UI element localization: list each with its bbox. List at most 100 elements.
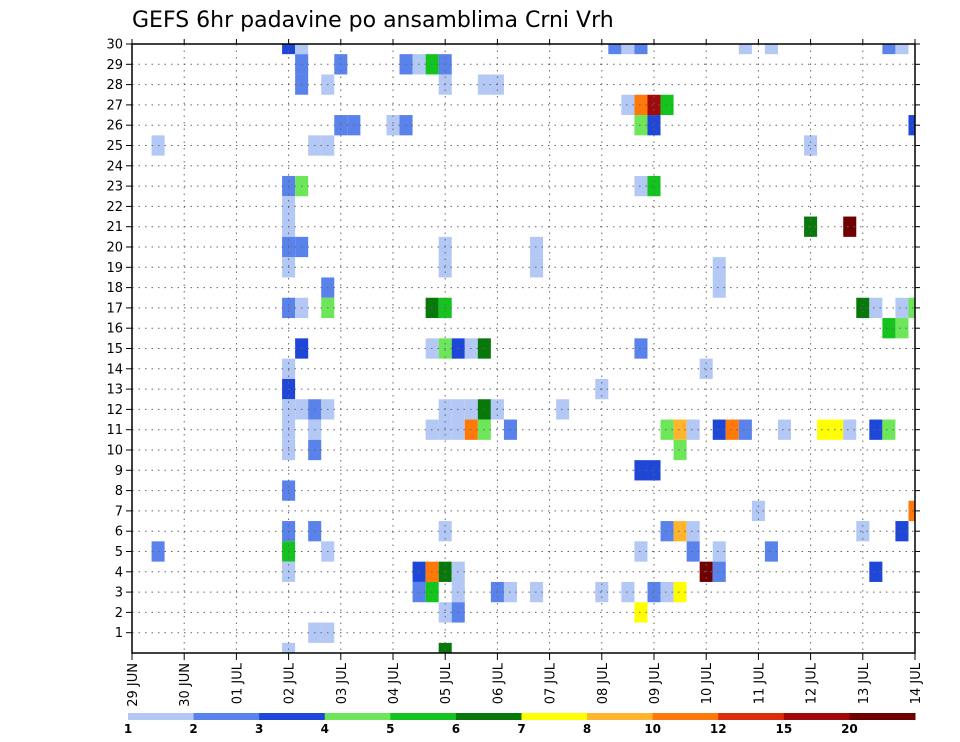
x-tick-label: 29 JUN <box>126 663 141 707</box>
y-tick-label: 22 <box>106 200 123 215</box>
y-tick-label: 2 <box>115 606 123 621</box>
heatmap-cell <box>843 216 857 237</box>
heatmap-cell <box>621 94 635 116</box>
heatmap-cell <box>712 419 726 440</box>
heatmap-cell <box>634 44 648 55</box>
heatmap-cell <box>647 460 661 481</box>
heatmap-cell <box>830 419 844 440</box>
heatmap-cell <box>817 419 831 440</box>
x-tick-label: 01 JUL <box>230 662 245 704</box>
heatmap-cell <box>895 44 909 55</box>
chart-title: GEFS 6hr padavine po ansamblima Crni Vrh <box>132 8 614 33</box>
x-tick-label: 14 JUL <box>909 662 924 704</box>
color-legend: 1 2 3 4 5 6 7 8 10 12 15 20 <box>124 713 916 736</box>
legend-swatch <box>455 713 522 720</box>
legend-label: 7 <box>517 722 525 736</box>
legend-swatch <box>783 713 850 720</box>
x-tick-label: 06 JUL <box>491 662 506 704</box>
legend-label: 1 <box>124 722 132 736</box>
legend-label: 15 <box>775 722 792 736</box>
heatmap-cell <box>634 602 648 623</box>
x-tick-label: 08 JUL <box>596 662 611 704</box>
grid-layer <box>131 43 916 653</box>
heatmap-cell <box>856 297 870 319</box>
heatmap-cell <box>712 277 726 298</box>
heatmap-cell <box>725 419 739 440</box>
y-tick-label: 7 <box>115 504 123 519</box>
legend-swatch <box>259 713 326 720</box>
y-tick-label: 27 <box>106 98 123 113</box>
heatmap-cell <box>712 541 726 562</box>
legend-swatch <box>390 713 457 720</box>
y-tick-label: 25 <box>106 139 123 154</box>
legend-label: 3 <box>255 722 263 736</box>
y-tick-label: 9 <box>115 464 123 479</box>
heatmap-cell <box>647 94 661 116</box>
heatmap-cell <box>556 399 570 420</box>
legend-swatch <box>193 713 260 720</box>
heatmap-cell <box>647 175 661 197</box>
heatmap-cell <box>764 44 778 55</box>
heatmap-cell <box>634 541 648 562</box>
heatmap-cell <box>751 500 765 522</box>
heatmap-cell <box>660 94 674 116</box>
y-tick-label: 29 <box>106 58 123 73</box>
heatmap-cell <box>699 358 713 379</box>
heatmap-cell <box>856 521 870 542</box>
y-tick-label: 8 <box>115 484 123 499</box>
heatmap-cell <box>686 541 700 562</box>
heatmap-cell <box>621 581 635 603</box>
heatmap-cell <box>282 44 296 55</box>
legend-swatch <box>849 713 916 720</box>
legend-label: 6 <box>452 722 460 736</box>
cells-layer <box>151 44 915 653</box>
legend-label: 4 <box>321 722 329 736</box>
x-tick-label: 10 JUL <box>700 662 715 704</box>
legend-swatch <box>521 713 588 720</box>
heatmap-cell <box>908 115 915 136</box>
y-tick-label: 6 <box>115 525 123 540</box>
heatmap-cell <box>673 439 687 461</box>
y-tick-label: 19 <box>106 261 123 276</box>
y-tick-label: 20 <box>106 241 123 256</box>
legend-label: 20 <box>841 722 858 736</box>
legend-swatch <box>324 713 391 720</box>
x-tick-label: 05 JUL <box>439 662 454 704</box>
heatmap-cell <box>686 419 700 440</box>
legend-swatch <box>652 713 719 720</box>
heatmap-cell <box>647 581 661 603</box>
x-tick-label: 11 JUL <box>752 662 767 704</box>
heatmap-cell <box>895 318 909 339</box>
y-tick-label: 26 <box>106 119 123 134</box>
heatmap-cell <box>777 419 792 440</box>
y-tick-label: 21 <box>106 220 123 235</box>
heatmap-cell <box>660 419 674 440</box>
heatmap-cell <box>673 581 687 603</box>
heatmap-cell <box>869 419 883 440</box>
heatmap-cell <box>673 419 687 440</box>
heatmap-cell <box>908 297 915 319</box>
y-tick-label: 4 <box>115 565 123 580</box>
x-tick-label: 07 JUL <box>544 662 559 704</box>
y-axis: 1234567891011121314151617181920212223242… <box>106 38 920 641</box>
y-tick-label: 1 <box>115 626 123 641</box>
heatmap-cell <box>634 460 648 481</box>
x-tick-label: 30 JUN <box>178 663 193 707</box>
y-tick-label: 28 <box>106 78 123 93</box>
heatmap-cell <box>530 257 544 278</box>
heatmap-cell <box>634 115 648 136</box>
heatmap-cell <box>634 175 648 197</box>
heatmap-cell <box>712 561 726 582</box>
legend-label: 2 <box>189 722 197 736</box>
heatmap-cell <box>438 642 452 653</box>
x-tick-label: 12 JUL <box>805 662 820 704</box>
x-tick-label: 13 JUL <box>857 662 872 704</box>
heatmap-cell <box>895 297 909 319</box>
x-tick-label: 02 JUL <box>283 662 298 704</box>
y-tick-label: 18 <box>106 281 123 296</box>
heatmap-cell <box>647 115 661 136</box>
y-tick-label: 3 <box>115 586 123 601</box>
legend-label: 8 <box>583 722 591 736</box>
